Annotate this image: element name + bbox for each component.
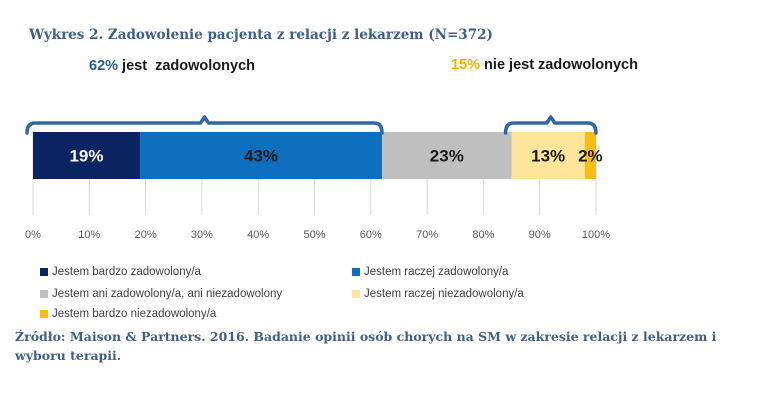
legend-item: Jestem ani zadowolony/a, ani niezadowolo… (40, 288, 282, 300)
x-tick-label: 20% (135, 229, 157, 241)
dissatisfied-percent: 15% (451, 57, 481, 73)
bar-segment (139, 132, 383, 179)
x-tick-label: 0% (25, 229, 41, 241)
data-label: 13% (531, 147, 565, 166)
legend-label: Jestem raczej niezadowolony/a (364, 288, 524, 300)
legend-swatch (352, 290, 360, 298)
x-tick-label: 60% (360, 229, 382, 241)
satisfied-text: jest zadowolonych (118, 58, 255, 74)
x-tick-label: 40% (247, 229, 269, 241)
legend-label: Jestem bardzo zadowolony/a (52, 266, 201, 278)
dissatisfied-text: nie jest zadowolonych (480, 57, 638, 73)
bar-segment (33, 132, 140, 179)
legend-swatch (40, 290, 48, 298)
legend-swatch (40, 268, 48, 276)
x-tick-label: 50% (303, 229, 325, 241)
legend-label: Jestem ani zadowolony/a, ani niezadowolo… (52, 288, 283, 300)
data-label: 23% (430, 147, 464, 166)
bar-segment (382, 132, 512, 179)
bracket (25, 115, 384, 135)
source-note: Źródło: Maison & Partners. 2016. Badanie… (15, 329, 717, 363)
satisfied-summary: 62% jest zadowolonych (89, 58, 255, 74)
chart-title: Wykres 2. Zadowolenie pacjenta z relacji… (29, 27, 493, 43)
dissatisfied-summary: 15% nie jest zadowolonych (451, 57, 638, 73)
data-label: 2% (578, 147, 603, 166)
data-label: 19% (69, 147, 103, 166)
x-tick-label: 30% (191, 229, 213, 241)
legend-item: Jestem bardzo niezadowolony/a (40, 308, 216, 320)
legend-swatch (352, 268, 360, 276)
legend-label: Jestem bardzo niezadowolony/a (52, 308, 217, 320)
legend-swatch (40, 310, 48, 318)
x-tick-label: 80% (472, 229, 494, 241)
legend-label: Jestem raczej zadowolony/a (364, 266, 509, 278)
data-label: 43% (244, 147, 278, 166)
bracket (503, 115, 598, 135)
bar-segment (584, 132, 596, 179)
legend-item: Jestem raczej zadowolony/a (352, 266, 508, 278)
legend-item: Jestem raczej niezadowolony/a (352, 288, 524, 300)
x-tick-label: 70% (416, 229, 438, 241)
bar-segment (511, 132, 585, 179)
x-tick-label: 90% (529, 229, 551, 241)
satisfied-percent: 62% (89, 58, 119, 74)
legend-item: Jestem bardzo zadowolony/a (40, 266, 201, 278)
x-tick-label: 100% (582, 229, 610, 241)
x-tick-label: 10% (78, 229, 100, 241)
